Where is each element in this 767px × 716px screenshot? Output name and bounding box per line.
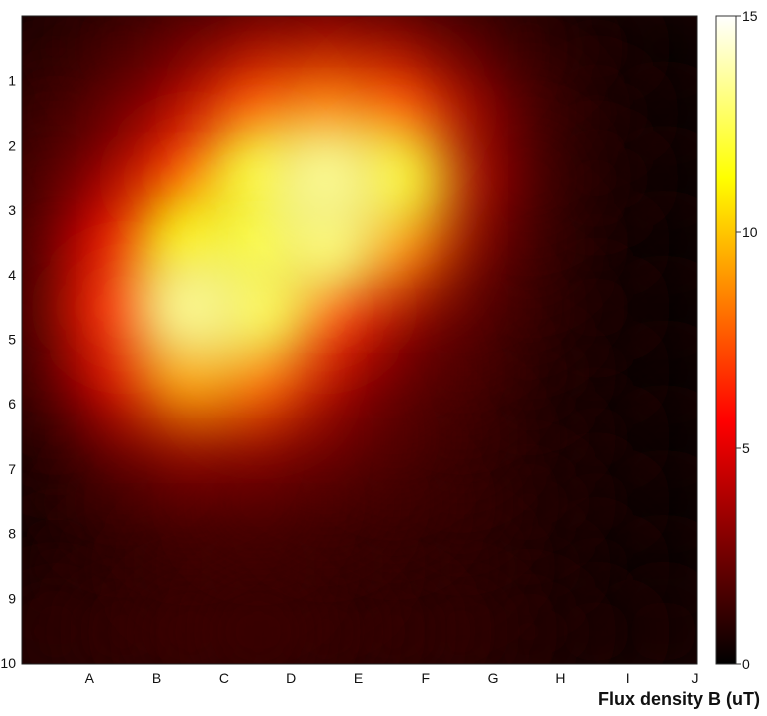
x-tick-label: F (422, 670, 431, 686)
y-tick-label: 6 (8, 396, 16, 412)
x-tick-label: G (488, 670, 499, 686)
y-tick-label: 9 (8, 590, 16, 606)
x-tick-label: J (692, 670, 699, 686)
colorbar-unit-label: Flux density B (uT) (598, 689, 760, 709)
x-tick-label: I (626, 670, 630, 686)
heat-cell-D10 (200, 576, 316, 664)
x-tick-label: D (286, 670, 296, 686)
y-tick-label: 4 (8, 267, 16, 283)
plot-area (22, 16, 697, 664)
plot-frame (21, 15, 698, 665)
x-tick-label: H (555, 670, 565, 686)
colorbar-tick-label: 10 (742, 224, 758, 240)
colorbar-ticks: 0 5 10 15 (736, 8, 758, 672)
colorbar-tick-label: 15 (742, 8, 758, 24)
y-axis-ticks: 1 2 3 4 5 6 7 8 9 10 (0, 73, 16, 671)
heat-cell-C5 (133, 252, 249, 363)
x-axis-ticks: A B C D E F G H I J (85, 670, 699, 686)
heat-field (22, 16, 697, 664)
colorbar (715, 15, 737, 665)
heat-cell-E3 (268, 122, 384, 234)
y-tick-label: 8 (8, 526, 16, 542)
y-tick-label: 5 (8, 332, 16, 348)
x-tick-label: C (219, 670, 229, 686)
y-tick-label: 10 (0, 655, 16, 671)
y-tick-label: 2 (8, 137, 16, 153)
x-tick-label: B (152, 670, 161, 686)
y-tick-label: 1 (8, 73, 16, 89)
x-tick-label: A (85, 670, 95, 686)
colorbar-tick-label: 0 (742, 656, 750, 672)
y-tick-label: 7 (8, 461, 16, 477)
x-tick-label: E (354, 670, 363, 686)
colorbar-tick-label: 5 (742, 440, 750, 456)
y-tick-label: 3 (8, 202, 16, 218)
